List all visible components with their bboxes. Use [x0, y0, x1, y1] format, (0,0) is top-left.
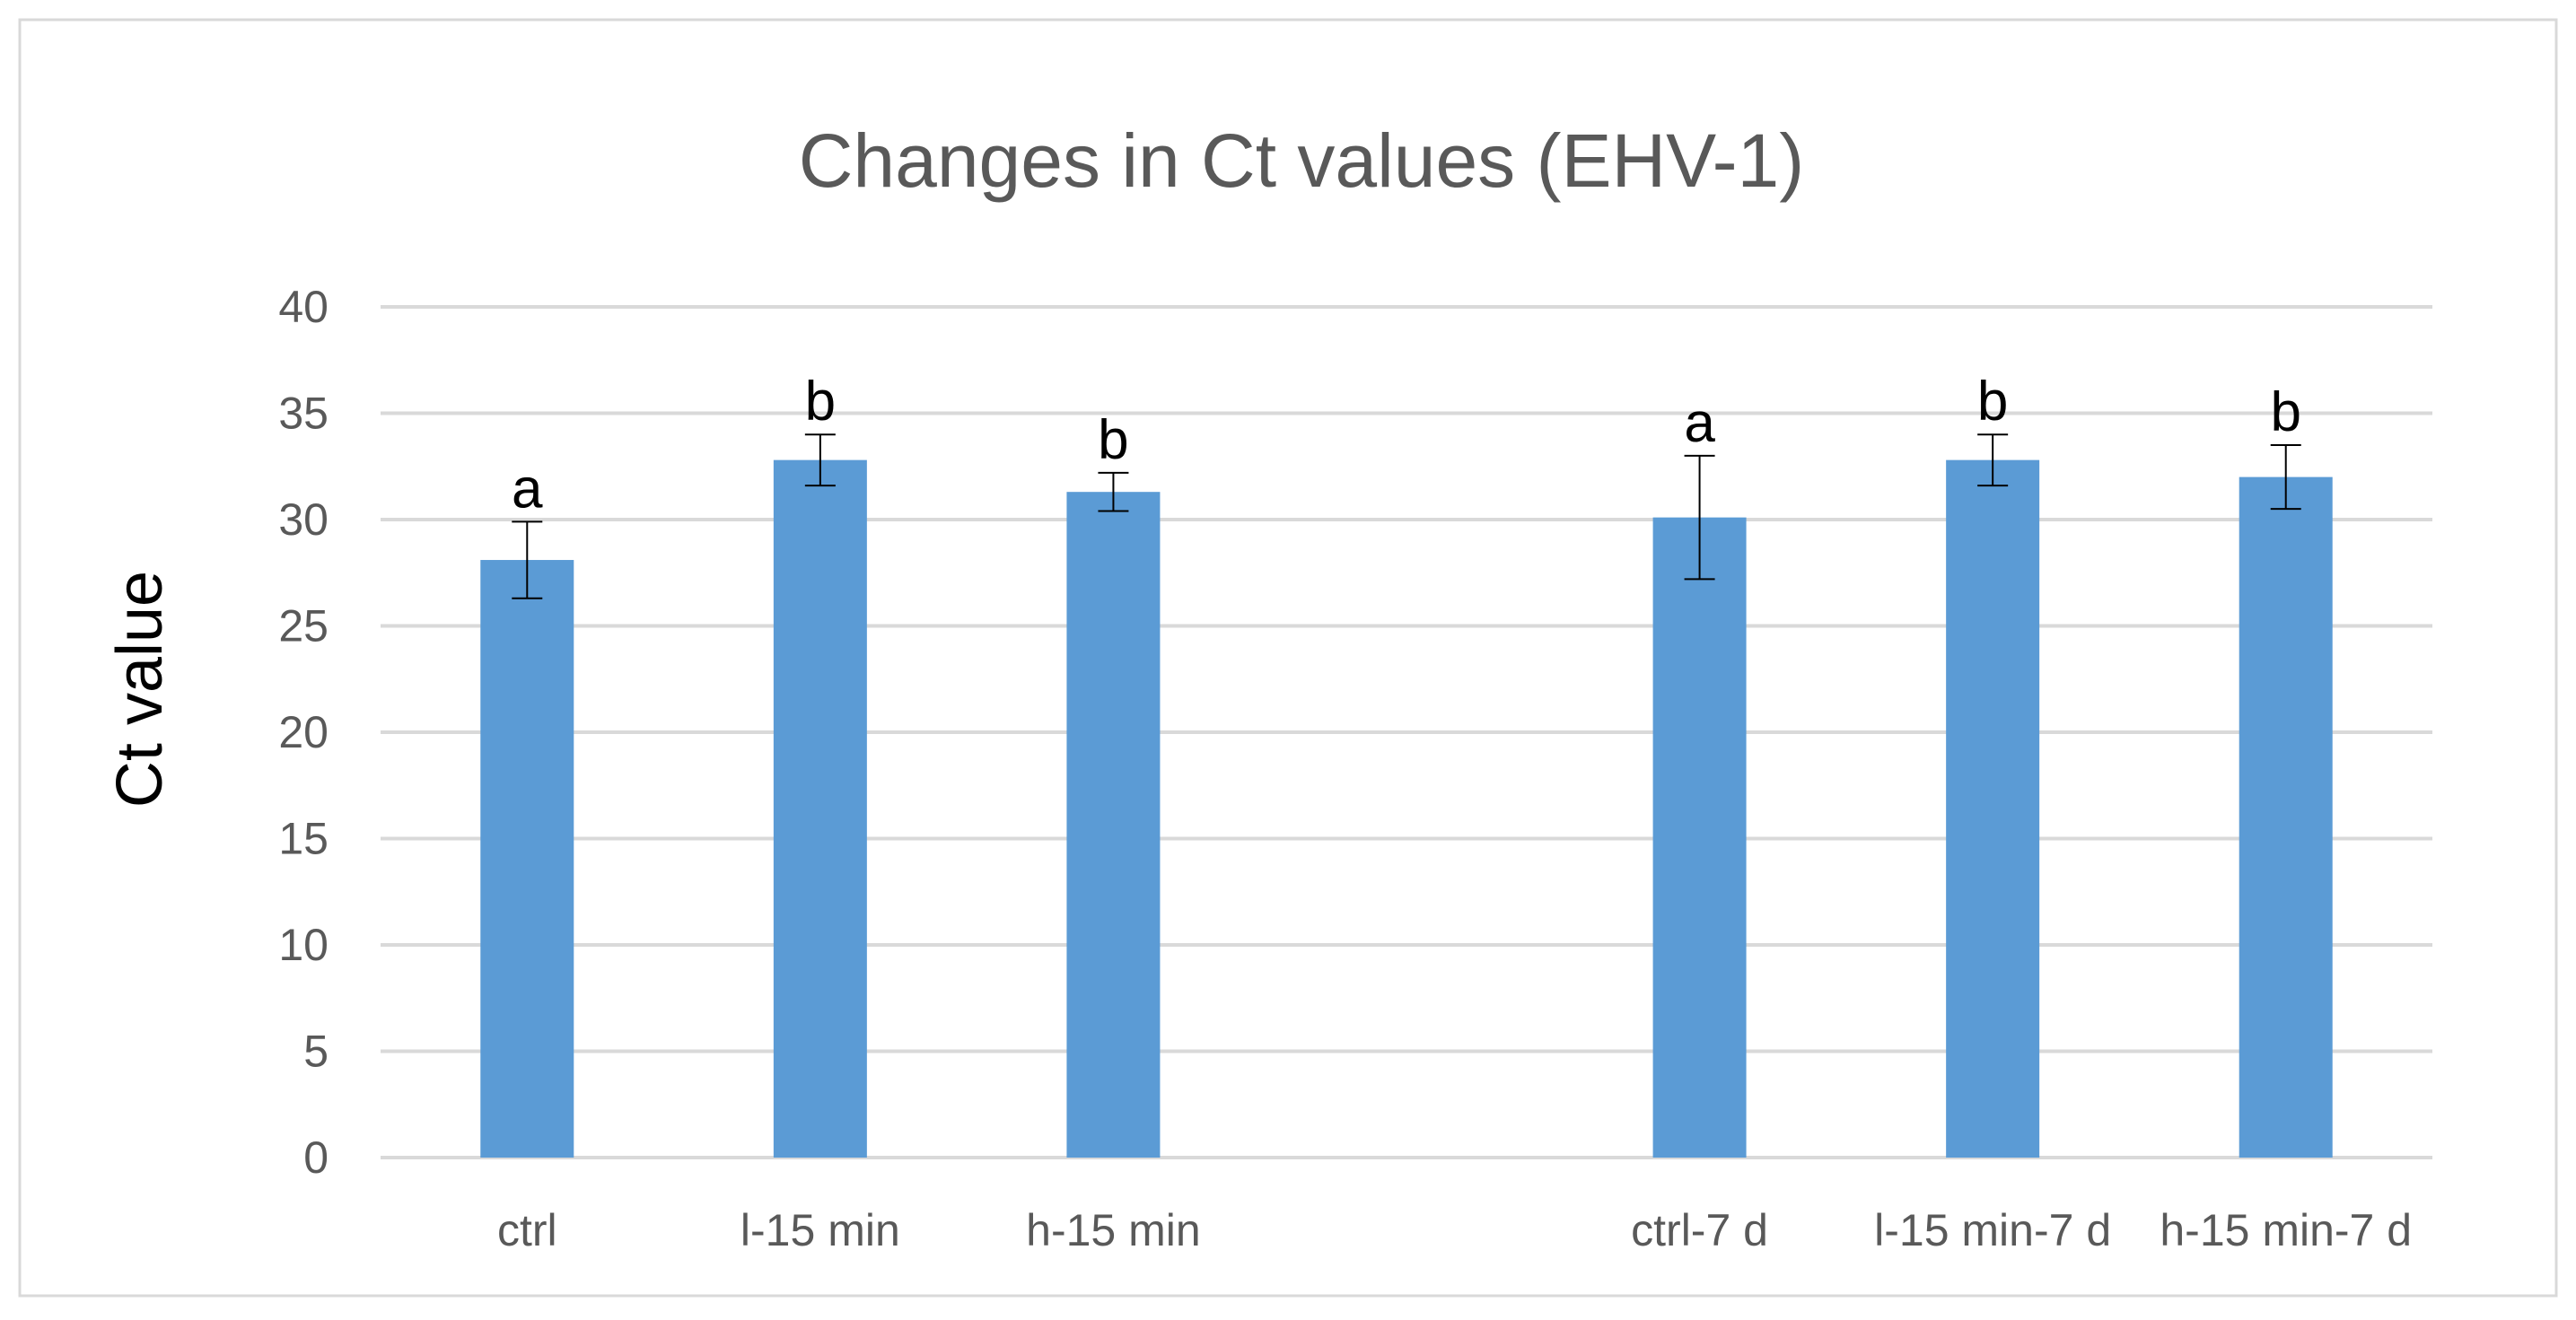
y-tick-label: 30: [278, 494, 329, 545]
significance-labels: a b b a b b: [512, 371, 2301, 520]
significance-label: b: [1977, 371, 2008, 433]
y-tick-label: 25: [278, 601, 329, 651]
bars: [480, 459, 2333, 1158]
y-tick-labels: 0 5 10 15 20 25 30 35 40: [278, 282, 329, 1183]
bar: [1066, 492, 1161, 1158]
bar: [1652, 517, 1747, 1158]
bar: [773, 459, 867, 1158]
bar: [2239, 476, 2333, 1158]
y-tick-label: 5: [303, 1027, 329, 1077]
y-tick-label: 15: [278, 814, 329, 864]
error-bars: [512, 433, 2301, 599]
x-tick-labels: ctrl l-15 min h-15 min ctrl-7 d l-15 min-7 d…: [497, 1205, 2412, 1255]
x-tick-label: h-15 min: [1026, 1205, 1201, 1255]
y-tick-label: 10: [278, 920, 329, 970]
y-tick-label: 0: [303, 1132, 329, 1183]
significance-label: b: [1098, 409, 1128, 471]
bar: [480, 560, 574, 1158]
x-tick-label: l-15 min: [740, 1205, 900, 1255]
y-axis-label: Ct value: [104, 571, 176, 808]
x-tick-label: ctrl-7 d: [1631, 1205, 1768, 1255]
y-tick-label: 20: [278, 707, 329, 757]
gridlines: [381, 305, 2432, 1159]
x-tick-label: l-15 min-7 d: [1874, 1205, 2111, 1255]
bar: [1946, 459, 2040, 1158]
significance-label: b: [2270, 381, 2300, 443]
chart-border: [18, 18, 2558, 1298]
y-tick-label: 35: [278, 389, 329, 439]
significance-label: a: [1684, 392, 1715, 454]
chart-title: Changes in Ct values (EHV-1): [799, 118, 1805, 203]
significance-label: a: [512, 458, 543, 520]
x-tick-label: ctrl: [497, 1205, 557, 1255]
significance-label: b: [805, 371, 836, 433]
y-tick-label: 40: [278, 282, 329, 332]
x-tick-label: h-15 min-7 d: [2160, 1205, 2412, 1255]
